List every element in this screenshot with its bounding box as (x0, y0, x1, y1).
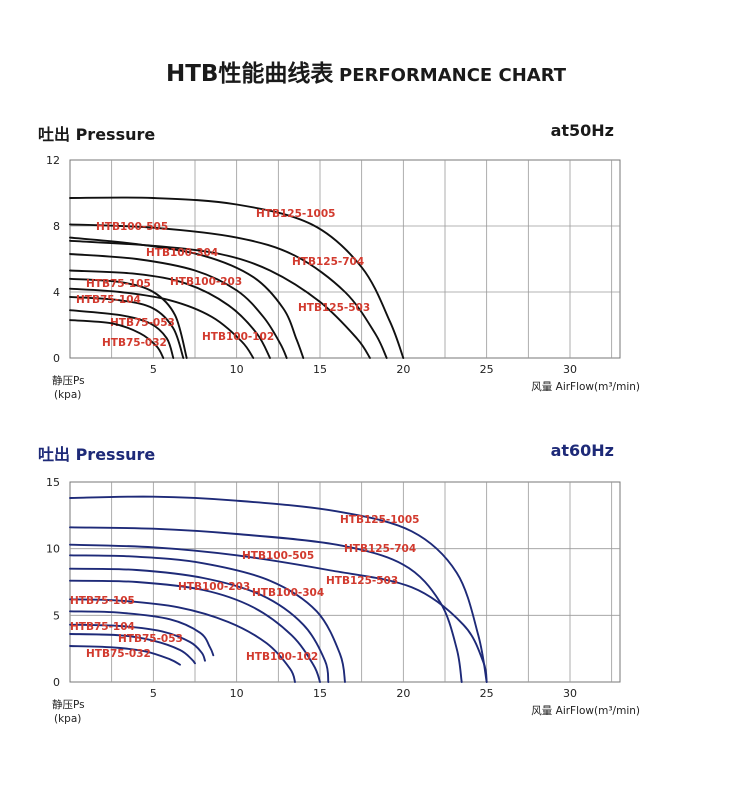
series-label-htb100-505: HTB100-505 (96, 221, 168, 233)
x-tick-label: 15 (313, 687, 327, 700)
series-label-htb125-704: HTB125-704 (344, 543, 416, 555)
x-tick-label: 10 (230, 687, 244, 700)
series-line-htb75-053 (69, 309, 175, 359)
title-cn: HTB性能曲线表 (165, 61, 334, 87)
series-line-htb75-104 (69, 623, 206, 662)
series-line-htb100-304 (69, 253, 288, 359)
chart-60hz: 5 10 15 20 25 30 0 5 10 15 静压Ps (kpa) 风量 AirFlow(m³/… (46, 476, 640, 725)
y-tick-label: 0 (53, 352, 60, 365)
series-line-htb100-505 (69, 236, 305, 359)
series-label-htb75-104: HTB75-104 (70, 621, 135, 633)
plot-frame (69, 159, 621, 359)
series-label-htb125-1005: HTB125-1005 (340, 514, 419, 526)
series-label-htb75-032: HTB75-032 (86, 648, 151, 660)
series-label-htb100-304: HTB100-304 (146, 247, 218, 259)
series-label-htb100-102: HTB100-102 (246, 651, 318, 663)
chart1-title: 吐出 Pressure (38, 125, 156, 144)
y-tick-label: 4 (53, 286, 60, 299)
series-label-htb125-503: HTB125-503 (326, 575, 398, 587)
series-line-htb100-304 (69, 567, 330, 683)
y-axis-unit: (kpa) (54, 389, 81, 400)
x-tick-label: 30 (563, 363, 577, 376)
series-line-htb125-704 (69, 526, 463, 683)
x-tick-label: 5 (150, 687, 157, 700)
series-line-htb100-203 (69, 269, 271, 359)
series-label-htb100-203: HTB100-203 (178, 581, 250, 593)
series-label-htb100-505: HTB100-505 (242, 550, 314, 562)
series-line-htb125-1005 (69, 495, 488, 683)
chart-50hz: 5 10 15 20 25 30 0 4 8 12 静压Ps (kpa) 风量 AirFlow(m³/m… (46, 154, 640, 400)
series-line-htb75-053 (69, 633, 196, 665)
x-tick-label: 30 (563, 687, 577, 700)
series-line-htb100-505 (69, 554, 346, 683)
y-tick-label: 0 (53, 676, 60, 689)
y-axis-label: 静压Ps (52, 374, 85, 387)
series-label-htb125-503: HTB125-503 (298, 302, 370, 314)
x-tick-label: 25 (480, 687, 494, 700)
y-axis-unit: (kpa) (54, 713, 81, 725)
series-line-htb75-105 (69, 277, 188, 359)
x-tick-label: 20 (396, 363, 410, 376)
title-en: PERFORMANCE CHART (339, 65, 567, 86)
series-label-htb125-704: HTB125-704 (292, 256, 364, 268)
x-tick-label: 15 (313, 363, 327, 376)
y-axis-label: 静压Ps (52, 698, 85, 711)
main-title: HTB性能曲线表 PERFORMANCE CHART (0, 54, 732, 88)
series-line-htb75-032 (69, 319, 165, 359)
y-tick-label: 12 (46, 154, 60, 167)
y-tick-label: 5 (53, 609, 60, 622)
series-line-htb75-032 (69, 645, 181, 666)
series-line-htb75-105 (69, 610, 215, 657)
series-label-htb75-105: HTB75-105 (70, 595, 135, 607)
chart2-title: 吐出 Pressure (38, 445, 156, 464)
x-tick-label: 10 (230, 363, 244, 376)
series-label-htb75-032: HTB75-032 (102, 337, 167, 349)
x-axis-label: 风量 AirFlow(m³/min) (531, 381, 640, 393)
series-label-htb100-304: HTB100-304 (252, 587, 324, 599)
chart1-frequency: at50Hz (550, 121, 614, 140)
y-tick-label: 15 (46, 476, 60, 489)
x-axis-label: 风量 AirFlow(m³/min) (531, 705, 640, 717)
series-line-htb100-102 (69, 287, 255, 359)
y-tick-label: 10 (46, 543, 60, 556)
series-line-htb100-203 (69, 579, 321, 683)
series-line-htb100-102 (69, 598, 296, 683)
series-line-htb125-503 (69, 543, 488, 683)
chart2-frequency: at60Hz (550, 441, 614, 460)
series-label-htb75-053: HTB75-053 (118, 633, 183, 645)
series-label-htb100-102: HTB100-102 (202, 331, 274, 343)
x-tick-label: 25 (480, 363, 494, 376)
series-label-htb100-203: HTB100-203 (170, 276, 242, 288)
x-tick-label: 5 (150, 363, 157, 376)
series-label-htb75-105: HTB75-105 (86, 278, 151, 290)
series-line-htb125-704 (69, 223, 388, 359)
series-label-htb75-104: HTB75-104 (76, 294, 141, 306)
series-line-htb75-104 (69, 295, 185, 359)
x-tick-label: 20 (396, 687, 410, 700)
series-line-htb125-1005 (69, 196, 405, 359)
series-label-htb125-1005: HTB125-1005 (256, 208, 335, 220)
series-label-htb75-053: HTB75-053 (110, 317, 175, 329)
y-tick-label: 8 (53, 220, 60, 233)
